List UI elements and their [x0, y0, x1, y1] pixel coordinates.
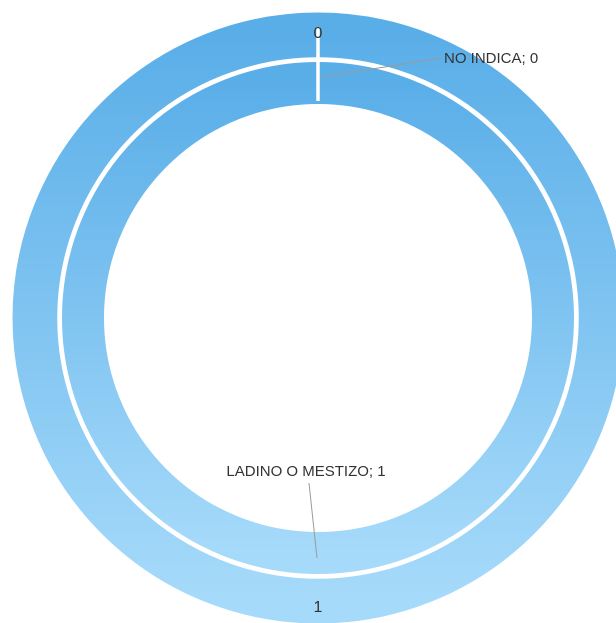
leader-line-ladino — [308, 482, 318, 559]
outer-value-label-no-indica: 0 — [314, 25, 323, 42]
ring-separator — [57, 57, 579, 579]
leader-line-no-indica — [321, 57, 442, 78]
data-label-no-indica: NO INDICA; 0 — [444, 50, 538, 67]
data-label-ladino: LADINO O MESTIZO; 1 — [226, 463, 385, 480]
outer-value-label-ladino: 1 — [314, 599, 323, 616]
outer-ring-slice-ladino — [12, 12, 616, 623]
inner-ring-slice-ladino — [62, 62, 574, 574]
